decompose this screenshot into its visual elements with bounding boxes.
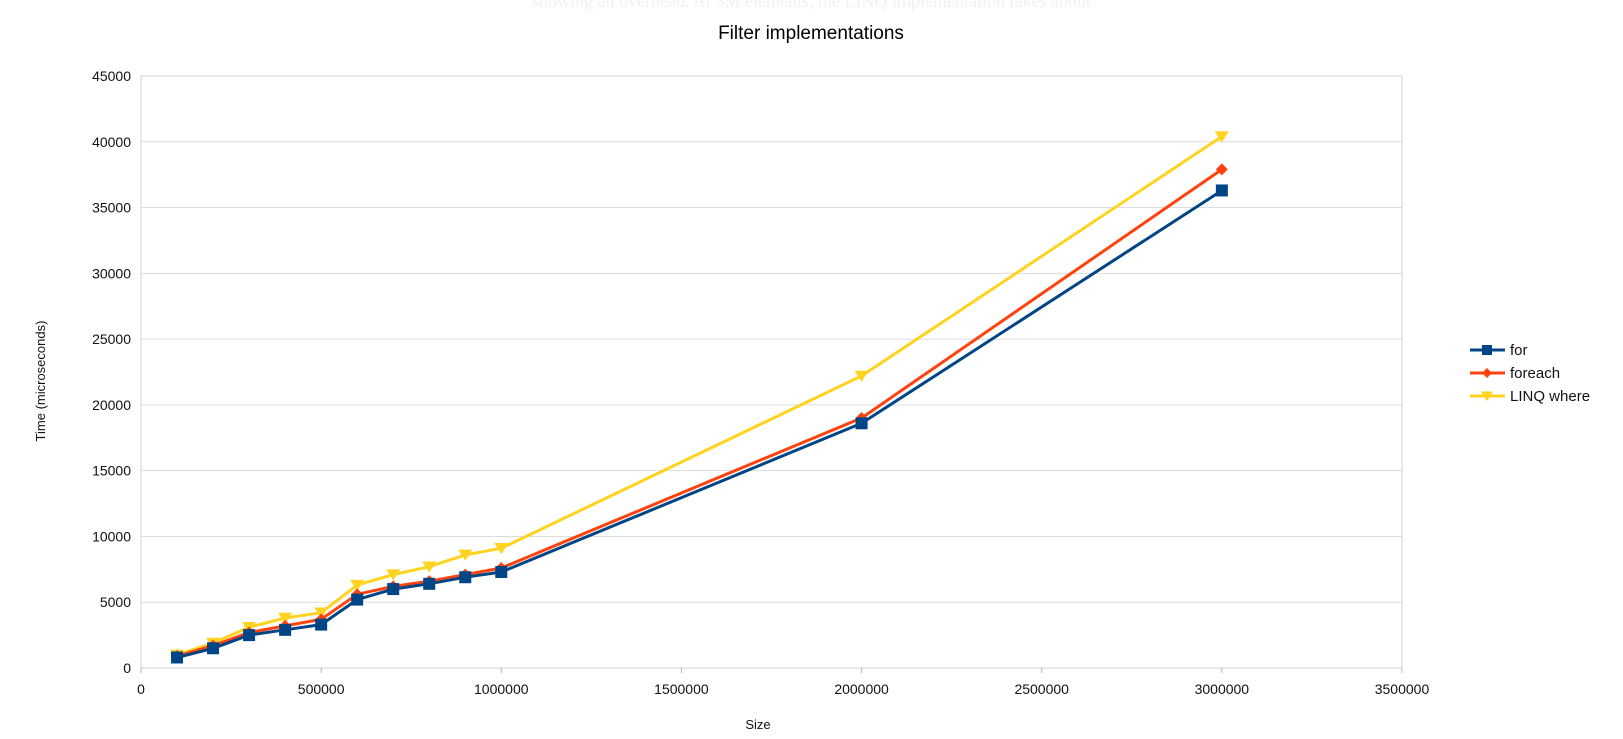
- legend: for foreach LINQ where: [1470, 342, 1590, 405]
- series-lines: [170, 131, 1229, 664]
- y-axis-label: Time (microseconds): [33, 321, 48, 442]
- data-point: [314, 607, 329, 619]
- legend-marker: [1481, 391, 1493, 402]
- x-tick-label: 500000: [298, 681, 345, 697]
- x-tick-label: 3000000: [1195, 681, 1250, 697]
- y-tick-label: 25000: [92, 331, 131, 347]
- series-line: [176, 189, 1223, 659]
- grid-lines: [141, 75, 1402, 669]
- data-point: [459, 571, 472, 584]
- y-tick-label: 10000: [92, 528, 131, 544]
- data-point: [387, 583, 400, 596]
- background-page-text: showing an overhead. At 3M elements, the…: [532, 0, 1091, 11]
- x-tick-label: 3500000: [1375, 681, 1430, 697]
- x-tick-label: 0: [137, 681, 145, 697]
- y-tick-label: 40000: [92, 134, 131, 150]
- data-point: [495, 565, 508, 578]
- legend-label: LINQ where: [1510, 388, 1590, 405]
- series-linq-where: [170, 131, 1229, 661]
- legend-item: for: [1470, 342, 1528, 359]
- data-point: [458, 549, 473, 561]
- data-point: [423, 577, 436, 590]
- data-point: [855, 417, 868, 430]
- y-tick-label: 5000: [100, 594, 131, 610]
- data-point: [386, 569, 401, 581]
- data-point: [243, 629, 256, 642]
- data-point: [207, 642, 220, 655]
- legend-item: LINQ where: [1470, 388, 1590, 405]
- data-point: [350, 579, 365, 592]
- data-point: [279, 623, 292, 636]
- axis-ticks: 0 5000 10000 15000 20000 25000 30000 35000 40000…: [92, 68, 1429, 697]
- x-tick-label: 2000000: [834, 681, 889, 697]
- data-point: [1214, 131, 1229, 143]
- y-tick-label: 15000: [92, 463, 131, 479]
- data-point: [351, 593, 364, 606]
- data-point: [494, 543, 509, 555]
- chart-title: Filter implementations: [718, 23, 904, 44]
- legend-label: foreach: [1510, 365, 1560, 382]
- plot-area: [140, 75, 1403, 669]
- y-tick-label: 45000: [92, 68, 131, 84]
- y-tick-label: 35000: [92, 200, 131, 216]
- data-point: [854, 370, 869, 382]
- x-tick-label: 2500000: [1014, 681, 1069, 697]
- legend-marker: [1482, 368, 1492, 378]
- legend-label: for: [1510, 342, 1528, 359]
- x-axis-label: Size: [745, 717, 770, 732]
- data-point: [422, 561, 437, 573]
- data-point: [171, 651, 184, 664]
- y-tick-label: 30000: [92, 265, 131, 281]
- series-for: [171, 184, 1228, 664]
- legend-item: foreach: [1470, 365, 1560, 382]
- x-tick-label: 1500000: [654, 681, 709, 697]
- legend-marker: [1482, 345, 1492, 355]
- data-point: [1215, 163, 1228, 176]
- data-point: [1215, 184, 1228, 197]
- series-line: [176, 135, 1223, 657]
- x-tick-label: 1000000: [474, 681, 529, 697]
- data-point: [278, 612, 293, 624]
- y-tick-label: 0: [123, 660, 131, 676]
- y-tick-label: 20000: [92, 397, 131, 413]
- data-point: [315, 618, 328, 631]
